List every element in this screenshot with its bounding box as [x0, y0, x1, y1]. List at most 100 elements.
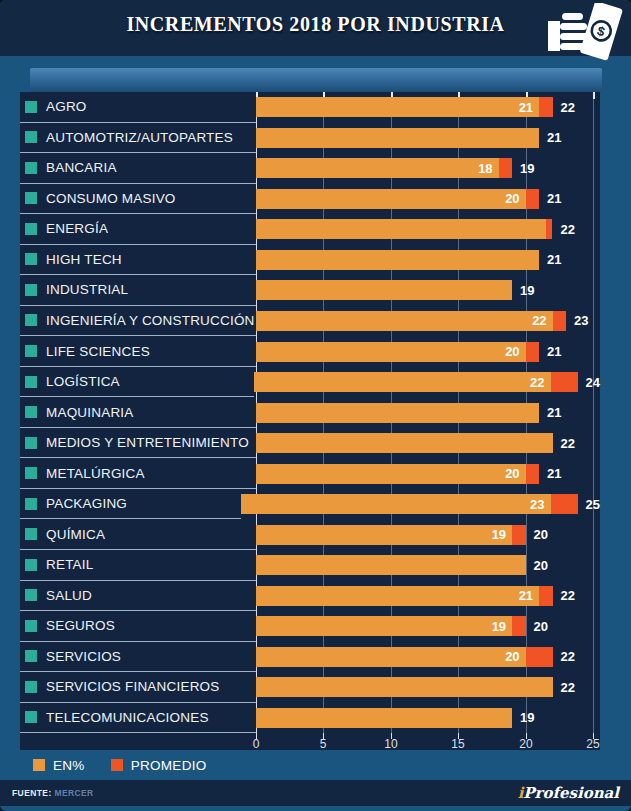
table-row: INDUSTRIAL19	[20, 275, 600, 306]
brand-logo: iProfesional	[518, 784, 619, 802]
infographic-page: INCREMENTOS 2018 POR INDUSTRIA $ AGRO212…	[0, 0, 631, 811]
bar-cell: 22	[256, 428, 600, 459]
industry-label: MAQUINARIA	[46, 405, 134, 420]
promedio-value: 21	[547, 130, 561, 145]
industry-label: QUÍMICA	[46, 527, 105, 542]
industry-label: CONSUMO MASIVO	[46, 191, 176, 206]
industry-label-cell: LOGÍSTICA	[20, 367, 254, 398]
industry-label-cell: AGRO	[20, 92, 256, 123]
promedio-value: 19	[520, 161, 534, 176]
table-row: ENERGÍA22	[20, 214, 600, 245]
bar-cell: 2223	[256, 306, 600, 337]
industry-label: HIGH TECH	[46, 252, 122, 267]
industry-label: LIFE SCIENCES	[46, 344, 150, 359]
legend: EN% PROMEDIO	[33, 750, 207, 780]
promedio-bar	[546, 219, 553, 239]
en-swatch-icon	[33, 759, 45, 771]
bullet-square-icon	[25, 223, 37, 235]
en-pct-bar: 20	[256, 464, 526, 484]
en-pct-value: 23	[530, 497, 550, 512]
promedio-bar	[512, 616, 526, 636]
industry-label: PACKAGING	[46, 496, 127, 511]
source-value: MERCER	[54, 788, 93, 798]
industry-label-cell: INGENIERÍA Y CONSTRUCCIÓN	[20, 306, 256, 337]
bar-cell: 20	[256, 550, 600, 581]
industry-label-cell: MEDIOS Y ENTRETENIMIENTO	[20, 428, 256, 459]
axis-tick-label-0: 0	[253, 737, 260, 751]
industry-label: AGRO	[46, 99, 87, 114]
en-pct-value: 20	[505, 649, 525, 664]
bullet-square-icon	[25, 101, 37, 113]
en-pct-value: 20	[505, 466, 525, 481]
industry-label: SERVICIOS	[46, 649, 121, 664]
promedio-bar	[526, 647, 553, 667]
promedio-bar	[539, 97, 553, 117]
industry-label-cell: MAQUINARIA	[20, 397, 256, 428]
bullet-square-icon	[25, 131, 37, 143]
table-row: METALÚRGICA2021	[20, 458, 600, 489]
table-row: CONSUMO MASIVO 2021	[20, 184, 600, 215]
bar-cell: 2122	[256, 92, 600, 123]
bullet-square-icon	[25, 650, 37, 662]
en-pct-bar	[256, 708, 512, 728]
footer-bar: FUENTE: MERCER iProfesional	[0, 780, 631, 806]
en-pct-bar	[256, 677, 553, 697]
table-row: AUTOMOTRIZ/AUTOPARTES21	[20, 123, 600, 154]
promedio-bar	[526, 464, 540, 484]
industry-label: MEDIOS Y ENTRETENIMIENTO	[46, 435, 249, 450]
industry-label-cell: TELECOMUNICACIONES	[20, 703, 256, 734]
industry-label: INGENIERÍA Y CONSTRUCCIÓN	[46, 313, 255, 328]
table-row: LOGÍSTICA2224	[20, 367, 600, 398]
promedio-bar	[551, 494, 578, 514]
promedio-value: 19	[520, 710, 534, 725]
en-pct-bar	[256, 250, 539, 270]
table-row: SERVICIOS FINANCIEROS 22	[20, 672, 600, 703]
en-pct-bar: 21	[256, 586, 539, 606]
industry-label: SALUD	[46, 588, 92, 603]
bullet-square-icon	[25, 376, 37, 388]
en-pct-bar	[256, 555, 526, 575]
bullet-square-icon	[25, 314, 37, 326]
bar-cell: 2021	[256, 184, 600, 215]
axis-tick-label-25: 25	[586, 737, 599, 751]
bullet-square-icon	[25, 192, 37, 204]
en-pct-value: 19	[492, 619, 512, 634]
table-row: LIFE SCIENCES2021	[20, 336, 600, 367]
promedio-value: 22	[561, 649, 575, 664]
gradient-strip	[30, 68, 602, 92]
table-row: AGRO 2122	[20, 92, 600, 123]
x-axis: 0510152025	[256, 733, 600, 750]
industry-label-cell: PACKAGING	[20, 489, 241, 520]
bar-cell: 22	[256, 672, 600, 703]
bar-cell: 23 25	[241, 489, 600, 520]
en-pct-value: 18	[478, 161, 498, 176]
promedio-value: 21	[547, 252, 561, 267]
legend-item-en: EN%	[33, 758, 85, 773]
bullet-square-icon	[25, 589, 37, 601]
table-row: INGENIERÍA Y CONSTRUCCIÓN2223	[20, 306, 600, 337]
en-pct-bar: 20	[256, 189, 526, 209]
bullet-square-icon	[25, 711, 37, 723]
bullet-square-icon	[25, 528, 37, 540]
promedio-value: 25	[586, 497, 600, 512]
industry-label-cell: SERVICIOS FINANCIEROS	[20, 672, 256, 703]
promedio-bar	[553, 311, 567, 331]
industry-label: RETAIL	[46, 557, 93, 572]
bar-cell: 21 22	[256, 581, 600, 612]
source-credit: FUENTE: MERCER	[12, 788, 94, 798]
chart-rows: AGRO2122AUTOMOTRIZ/AUTOPARTES21BANCARIA1…	[20, 92, 600, 733]
legend-item-promedio: PROMEDIO	[111, 758, 207, 773]
promedio-value: 22	[561, 588, 575, 603]
bar-cell: 2224	[254, 367, 600, 398]
en-pct-value: 19	[492, 527, 512, 542]
promedio-bar	[539, 586, 553, 606]
promedio-bar	[499, 158, 513, 178]
industry-label-cell: BANCARIA	[20, 153, 256, 184]
brand-logo-rest: Profesional	[523, 784, 619, 802]
bar-cell: 2022	[256, 642, 600, 673]
en-pct-bar: 20	[256, 647, 526, 667]
en-pct-value: 20	[505, 344, 525, 359]
industry-label-cell: SEGUROS	[20, 611, 256, 642]
page-title: INCREMENTOS 2018 POR INDUSTRIA	[0, 13, 631, 36]
industry-label: SERVICIOS FINANCIEROS	[46, 679, 219, 694]
